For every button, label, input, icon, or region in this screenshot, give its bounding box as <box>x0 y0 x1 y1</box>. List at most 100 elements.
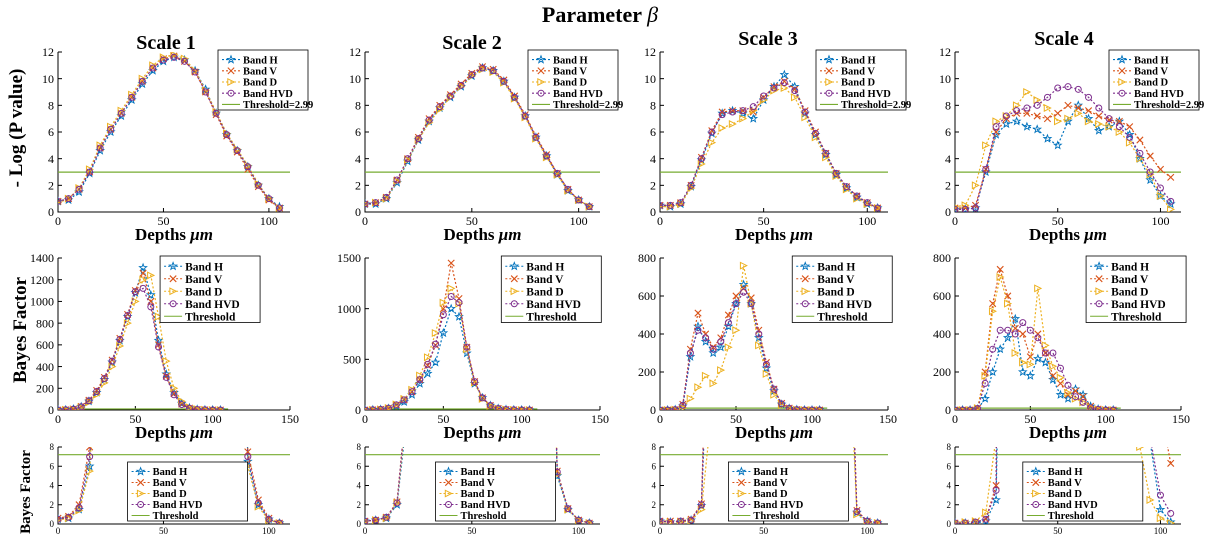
legend-marker <box>737 501 745 508</box>
data-point-d <box>1146 170 1155 179</box>
data-point-d <box>808 405 817 410</box>
data-point-h <box>995 344 1006 354</box>
data-point-hvd <box>677 517 685 524</box>
legend-box <box>1085 255 1187 323</box>
plot-area <box>365 62 600 211</box>
x-tick-label: 0 <box>657 214 663 228</box>
panel-r1-c0: 0 200 400 600 800 1000 1200 1400 0 50 100 150 Depths… <box>30 251 299 442</box>
legend-label: Band V <box>817 274 855 286</box>
data-point-hvd <box>760 92 768 100</box>
data-point-hvd <box>244 163 252 171</box>
data-point-h <box>454 311 464 321</box>
y-tick-label: 400 <box>638 327 656 341</box>
data-point-hvd <box>532 133 540 141</box>
scale-title-4: Scale 4 <box>1034 28 1093 50</box>
x-tick-label: 100 <box>1097 412 1115 426</box>
legend-label: Band V <box>153 478 187 489</box>
data-point-v <box>1056 379 1065 387</box>
data-point-hvd <box>702 334 710 342</box>
y-tick-label: 2 <box>50 500 55 510</box>
data-point-d <box>1167 519 1176 524</box>
plot-area <box>660 261 828 410</box>
legend-label: Threshold=2.99 <box>243 100 313 111</box>
data-point-hvd <box>961 519 969 524</box>
data-point-v <box>1026 353 1034 361</box>
data-point-hvd <box>75 185 83 193</box>
data-point-hvd <box>780 79 788 87</box>
data-point-d <box>770 390 779 399</box>
data-point-hvd <box>785 404 793 410</box>
data-point-hvd <box>955 519 959 524</box>
legend-label: Band D <box>817 286 854 298</box>
legend-marker <box>737 478 745 487</box>
legend-marker <box>1118 77 1127 87</box>
legend-marker <box>444 478 453 487</box>
x-tick-label: 100 <box>570 214 588 228</box>
x-tick-label: 150 <box>1172 412 1190 426</box>
data-point-h <box>748 113 759 123</box>
legend-label: Threshold <box>817 311 868 323</box>
x-tick-label: 150 <box>879 412 897 426</box>
legend-marker <box>1032 489 1041 498</box>
data-point-hvd <box>414 135 422 143</box>
legend-marker <box>824 54 834 64</box>
data-point-hvd <box>671 406 679 410</box>
y-tick-label: 10 <box>644 72 656 86</box>
data-point-hvd <box>244 453 252 461</box>
data-point-d <box>996 272 1005 282</box>
data-point-d <box>724 343 733 352</box>
data-point-d <box>780 83 789 93</box>
data-point-hvd <box>502 405 510 410</box>
data-point-hvd <box>425 116 433 124</box>
x-tick-label: 50 <box>467 526 477 536</box>
data-point-v <box>1156 165 1165 173</box>
data-point-d <box>116 341 125 350</box>
legend-label: Band V <box>841 66 875 77</box>
legend-label: Threshold <box>1048 511 1094 522</box>
y-tick-label: 10 <box>42 72 54 86</box>
data-point-hvd <box>479 64 486 72</box>
legend-label: Band HVD <box>1048 500 1098 511</box>
data-point-d <box>1019 358 1028 367</box>
data-point-h <box>1147 438 1154 445</box>
y-tick-label: 12 <box>939 45 951 59</box>
data-point-hvd <box>486 401 494 409</box>
legend-marker <box>537 77 546 87</box>
x-tick-label: 50 <box>1053 526 1063 536</box>
data-point-d <box>728 119 737 129</box>
data-point-hvd <box>265 195 273 203</box>
series-line-h <box>660 73 878 209</box>
data-point-v <box>1023 109 1031 117</box>
data-point-h <box>1040 357 1051 367</box>
x-tick-label: 100 <box>262 526 276 536</box>
data-point-h <box>991 494 1001 505</box>
data-point-hvd <box>138 77 146 85</box>
x-tick-label: 100 <box>1151 214 1169 228</box>
row-ylabel-bayes-zoom: Bayes Factor <box>18 450 34 534</box>
legend-label: Threshold=2.99 <box>1134 100 1204 111</box>
data-point-hvd <box>382 513 390 521</box>
legend-marker <box>1095 287 1104 296</box>
data-point-hvd <box>265 515 273 523</box>
data-point-v <box>801 107 809 115</box>
y-tick-label: 2 <box>650 179 656 193</box>
y-tick-label: 0 <box>357 519 362 529</box>
data-point-d <box>966 405 975 410</box>
data-point-hvd <box>1004 326 1012 334</box>
legend-marker <box>536 54 546 64</box>
data-point-h <box>1093 125 1104 135</box>
data-point-d <box>154 312 163 321</box>
series-hvd <box>660 79 882 212</box>
data-point-h <box>1155 504 1166 514</box>
data-point-h <box>446 303 456 313</box>
data-point-d <box>853 194 862 203</box>
legend-label: Band H <box>1134 55 1169 66</box>
legend-marker <box>800 261 811 271</box>
y-tick-label: 8 <box>652 442 657 452</box>
data-point-hvd <box>446 92 454 100</box>
